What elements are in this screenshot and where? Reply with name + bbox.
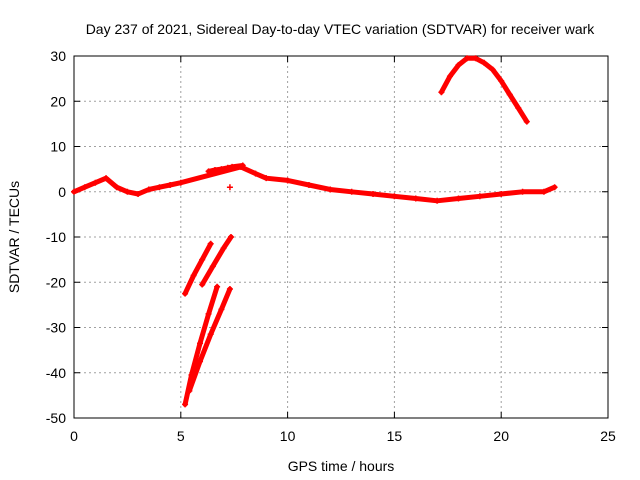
x-tick-label: 25 [600, 428, 616, 444]
series-diag-upper-2 [199, 234, 234, 288]
data-point [224, 164, 231, 171]
data-point [476, 193, 483, 200]
data-point [156, 184, 163, 191]
x-tick-label: 5 [177, 428, 185, 444]
y-tick-label: -40 [46, 365, 66, 381]
data-point [199, 256, 206, 263]
data-point [145, 186, 152, 193]
y-tick-label: 20 [50, 93, 66, 109]
series-main-band [71, 163, 558, 204]
data-point [113, 184, 120, 191]
data-point [182, 401, 189, 408]
data-point [327, 186, 334, 193]
data-point [227, 234, 234, 240]
y-tick-label: -30 [46, 320, 66, 336]
data-point [506, 91, 513, 98]
data-point [551, 184, 558, 191]
data-point [472, 55, 479, 62]
data-point [455, 62, 462, 69]
data-point [370, 191, 377, 198]
data-point [412, 195, 419, 202]
data-point [124, 188, 131, 195]
y-tick-label: 10 [50, 139, 66, 155]
data-point [226, 286, 233, 293]
data-point [182, 290, 189, 297]
x-tick-label: 15 [387, 428, 403, 444]
y-tick-label: -20 [46, 274, 66, 290]
data-point [197, 340, 204, 347]
data-point [92, 179, 99, 186]
data-point [71, 188, 77, 195]
data-point [209, 263, 216, 270]
data-point [207, 331, 214, 338]
series-diag-lower-2 [186, 286, 233, 394]
data-point [81, 184, 88, 191]
data-point [214, 283, 221, 290]
series-diag-upper-1 [182, 240, 214, 297]
series-short-arc [205, 162, 246, 175]
data-point [207, 240, 214, 247]
data-point [540, 188, 547, 195]
data-series [71, 55, 558, 408]
data-point [220, 245, 227, 252]
x-tick-label: 10 [280, 428, 296, 444]
chart-title: Day 237 of 2021, Sidereal Day-to-day VTE… [86, 21, 596, 37]
data-point [348, 188, 355, 195]
data-point [434, 197, 441, 204]
data-point [438, 89, 445, 96]
series-line [71, 164, 558, 204]
data-point [305, 181, 312, 188]
x-axis-label: GPS time / hours [288, 458, 395, 474]
data-point [455, 195, 462, 202]
x-tick-label: 20 [493, 428, 509, 444]
data-point [135, 191, 142, 198]
y-tick-label: -50 [46, 410, 66, 426]
y-axis-label: SDTVAR / TECUs [6, 181, 22, 293]
series-line [438, 55, 530, 125]
data-point [284, 177, 291, 184]
y-tick-labels: -50 -40 -30 -20 -10 0 10 20 30 [46, 48, 66, 426]
data-point [446, 73, 453, 80]
data-point [239, 162, 246, 169]
x-tick-labels: 0 5 10 15 20 25 [70, 428, 616, 444]
series-line [182, 241, 214, 297]
data-point [252, 170, 259, 177]
data-point [199, 281, 206, 288]
data-point [218, 166, 225, 173]
y-tick-label: 0 [58, 184, 66, 200]
data-point [523, 118, 530, 125]
data-point [205, 310, 212, 317]
data-point [218, 306, 225, 313]
series-isolated-1 [226, 184, 233, 191]
data-point [391, 193, 398, 200]
y-tick-label: 30 [50, 48, 66, 64]
series-arc-high [438, 55, 530, 125]
data-point [498, 191, 505, 198]
grid [74, 56, 608, 418]
x-tick-label: 0 [70, 428, 78, 444]
series-line [199, 234, 234, 287]
y-tick-label: -10 [46, 229, 66, 245]
data-point [515, 105, 522, 112]
data-point [519, 188, 526, 195]
data-point [498, 77, 505, 84]
axis-ticks [73, 55, 609, 419]
data-point [464, 55, 471, 62]
data-point [186, 387, 193, 394]
data-point [481, 59, 488, 66]
data-point [229, 163, 236, 170]
data-point [103, 175, 110, 182]
data-point [263, 175, 270, 182]
data-point [177, 179, 184, 186]
data-point [167, 181, 174, 188]
data-point [205, 168, 212, 175]
data-point [489, 66, 496, 73]
data-point [197, 358, 204, 365]
data-point [211, 167, 218, 174]
data-point [226, 184, 233, 191]
data-point [190, 272, 197, 279]
